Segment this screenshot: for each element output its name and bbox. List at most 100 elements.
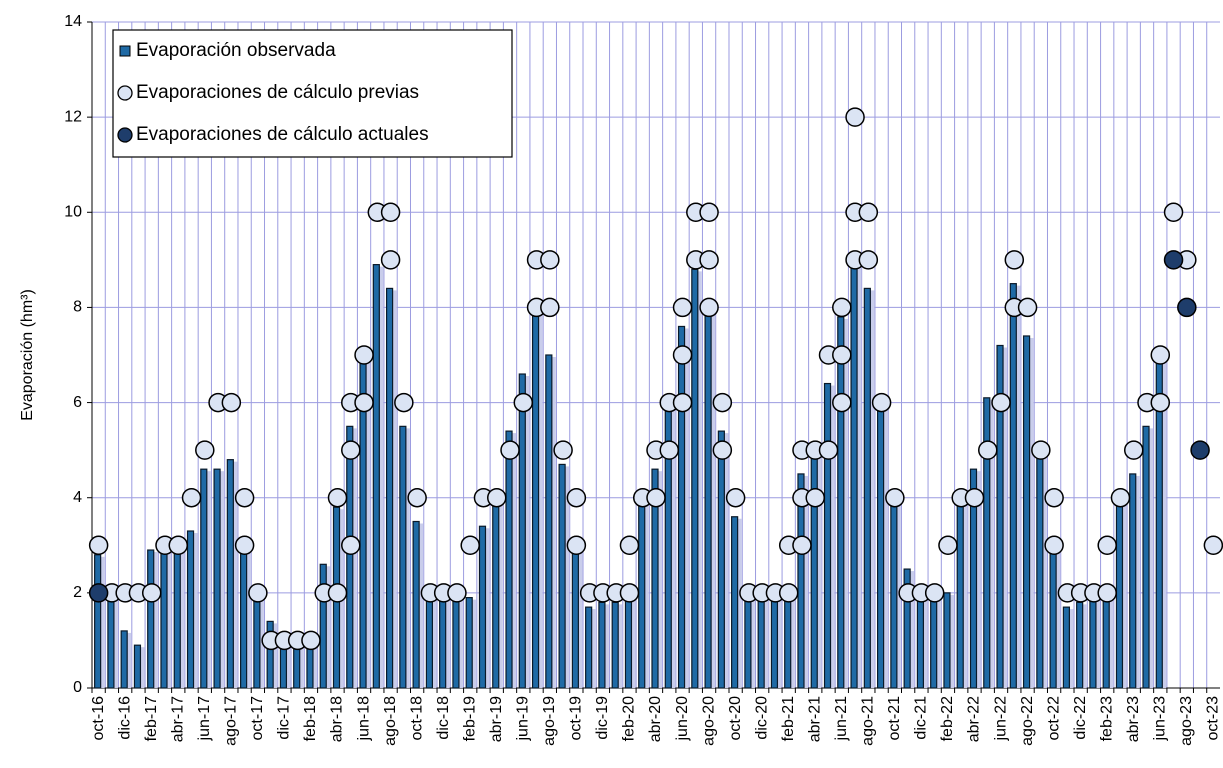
bar — [784, 597, 792, 689]
bar — [439, 597, 447, 689]
x-tick-label: feb-21 — [780, 696, 797, 741]
point — [699, 297, 719, 318]
point — [672, 392, 693, 413]
bar — [213, 468, 221, 689]
x-tick-label: jun-21 — [833, 696, 850, 742]
point — [234, 535, 255, 556]
x-tick-label: feb-22 — [939, 696, 956, 741]
bar — [691, 268, 699, 689]
point — [513, 392, 534, 413]
x-tick-label: jun-23 — [1152, 696, 1169, 742]
point — [712, 440, 733, 460]
point — [1004, 250, 1025, 270]
bar — [107, 597, 115, 689]
bar — [1062, 606, 1070, 689]
legend-label: Evaporación observada — [136, 40, 336, 61]
point — [938, 535, 958, 556]
x-tick-label: ago-21 — [860, 696, 877, 746]
point — [354, 345, 374, 365]
bar — [147, 549, 155, 689]
point — [221, 392, 242, 413]
bar — [850, 264, 858, 689]
point — [1097, 583, 1117, 603]
x-tick-label: dic-22 — [1072, 696, 1089, 740]
point — [487, 487, 507, 508]
bar — [293, 644, 301, 689]
point — [1044, 535, 1064, 556]
point — [394, 392, 414, 413]
point — [924, 583, 945, 603]
bar — [983, 397, 991, 689]
point — [792, 535, 812, 556]
bar — [1129, 473, 1137, 689]
bar — [385, 287, 394, 689]
bar — [903, 568, 911, 689]
x-tick-label: ago-20 — [700, 696, 717, 746]
bar — [173, 544, 181, 689]
bar — [638, 501, 646, 689]
point — [1163, 202, 1184, 223]
bar — [1089, 597, 1097, 689]
y-tick-label: 6 — [73, 394, 82, 411]
point — [327, 487, 348, 508]
bar — [797, 473, 805, 689]
x-tick-label: jun-22 — [992, 696, 1009, 742]
point — [460, 535, 480, 556]
point — [88, 583, 109, 603]
x-tick-label: dic-21 — [913, 696, 930, 740]
bar — [558, 463, 566, 689]
bar — [425, 597, 433, 689]
x-tick-label: ago-17 — [223, 696, 240, 746]
x-tick-label: jun-17 — [196, 696, 213, 742]
point — [805, 487, 825, 508]
bar — [1102, 597, 1110, 689]
x-tick-label: oct-22 — [1045, 696, 1062, 741]
bar — [478, 525, 487, 689]
x-tick-label: abr-20 — [647, 696, 664, 742]
point — [778, 583, 799, 603]
bar — [186, 530, 195, 689]
bar — [1142, 425, 1150, 689]
legend-label: Evaporaciones de cálculo previas — [136, 82, 419, 103]
bar — [1009, 283, 1017, 689]
y-tick-label: 2 — [73, 584, 82, 601]
bar — [399, 425, 407, 689]
bar — [571, 549, 579, 689]
point — [301, 630, 321, 651]
point — [341, 440, 361, 460]
point — [168, 535, 189, 556]
point — [672, 297, 693, 318]
bar — [465, 597, 473, 689]
point — [712, 392, 733, 413]
bar — [120, 630, 128, 689]
point — [327, 583, 348, 603]
point — [659, 440, 680, 460]
point — [832, 345, 852, 365]
x-tick-label: abr-19 — [488, 696, 505, 742]
bar — [133, 644, 142, 689]
point — [858, 202, 879, 223]
x-tick-label: jun-18 — [355, 696, 372, 742]
point — [1123, 440, 1144, 460]
x-tick-label: feb-18 — [302, 696, 319, 741]
point — [1150, 392, 1171, 413]
point — [540, 250, 560, 270]
x-tick-label: oct-18 — [408, 696, 425, 741]
bar — [837, 316, 845, 689]
point — [964, 487, 985, 508]
legend-box — [112, 29, 513, 158]
bar — [969, 468, 978, 689]
point — [1110, 487, 1131, 508]
point — [540, 297, 560, 318]
bar — [1115, 501, 1124, 689]
x-tick-label: oct-16 — [90, 696, 107, 741]
point — [1203, 535, 1223, 556]
point — [1177, 297, 1197, 318]
point — [1190, 440, 1210, 460]
x-tick-label: oct-21 — [886, 696, 903, 741]
bar — [996, 344, 1004, 689]
point — [141, 583, 162, 603]
point — [447, 583, 467, 603]
point — [619, 535, 640, 556]
point — [885, 487, 905, 508]
